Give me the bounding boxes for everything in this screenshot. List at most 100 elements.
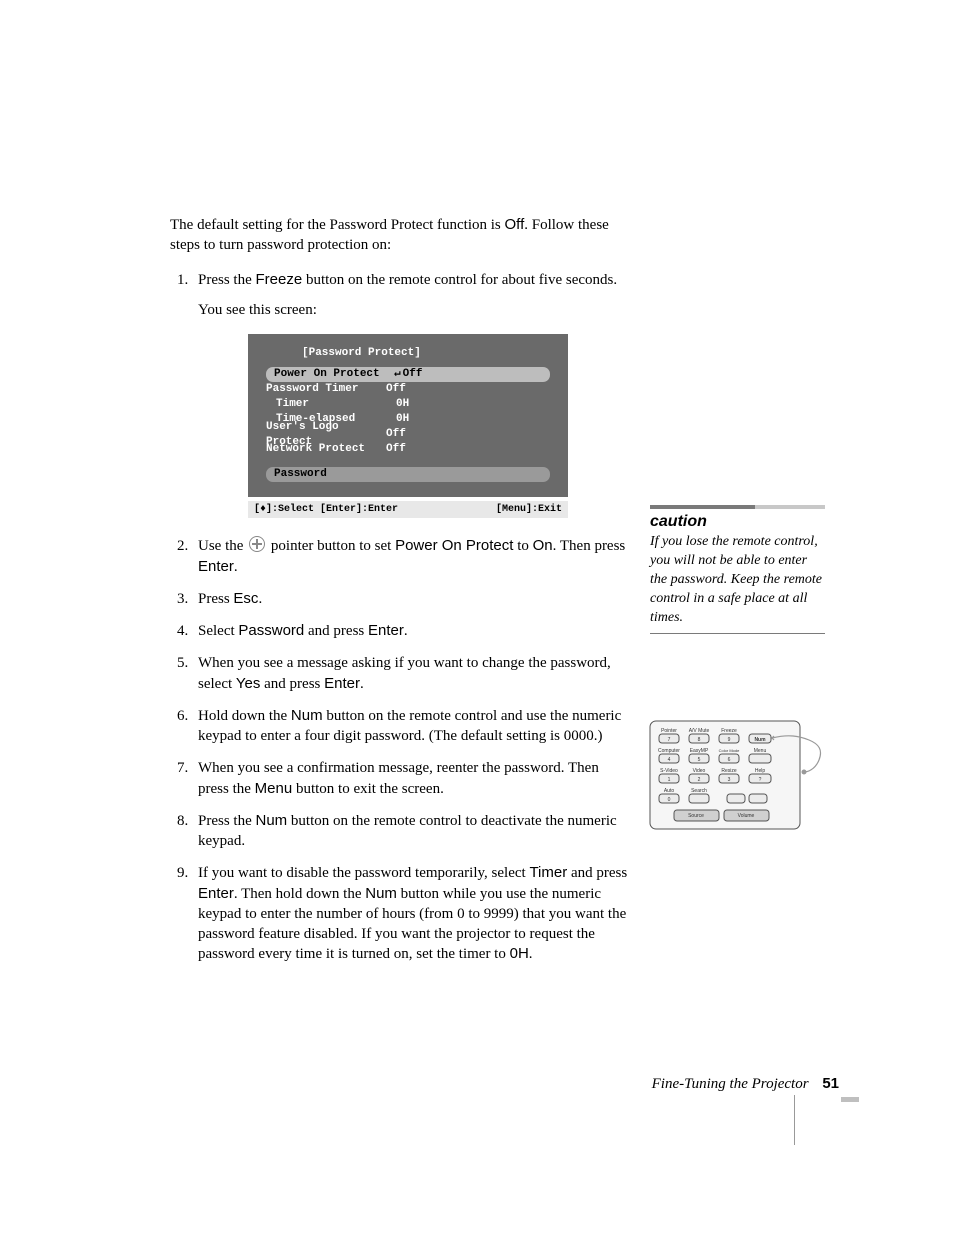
footer-title: Fine-Tuning the Projector [652, 1076, 809, 1092]
t: to [513, 538, 532, 554]
step-2: Use the pointer button to set Power On P… [192, 536, 630, 577]
return-icon: ↵ [394, 367, 401, 382]
t: On [533, 537, 553, 554]
lbl: Help [755, 768, 766, 774]
t: Num [256, 812, 288, 829]
t: Press [198, 591, 233, 607]
menu-value: Off [386, 427, 416, 442]
lbl: Video [693, 768, 706, 774]
lbl: A/V Mute [689, 728, 710, 734]
k: 4 [668, 757, 671, 763]
t: Yes [236, 675, 260, 692]
t: Esc [233, 590, 258, 607]
lbl: Color Mode [719, 748, 740, 753]
menu-row-power-on-protect: Power On Protect ↵ Off [266, 367, 550, 382]
footer-title-block: Fine-Tuning the Projector 51 [652, 1075, 839, 1093]
lbl: Freeze [721, 728, 737, 734]
menu-row-network-protect: Network Protect Off [266, 443, 550, 457]
lbl: Volume [738, 813, 755, 819]
k: 3 [728, 777, 731, 783]
menu-value: 0H [396, 412, 426, 427]
t: . [258, 591, 262, 607]
password-protect-menu: [Password Protect] Power On Protect ↵ Of… [248, 334, 568, 518]
menu-footer-left: [♦]:Select [Enter]:Enter [254, 503, 398, 517]
lbl: EasyMP [690, 748, 709, 754]
step-4: Select Password and press Enter. [192, 621, 630, 641]
menu-body: [Password Protect] Power On Protect ↵ Of… [248, 334, 568, 497]
menu-value: Off [403, 367, 433, 382]
menu-row-password-timer: Password Timer Off [266, 383, 550, 397]
t: and press [567, 865, 627, 881]
num-label: Num [754, 737, 766, 743]
caution-bottom-rule [650, 633, 825, 634]
lbl: Resize [721, 768, 737, 774]
t: . Then hold down the [234, 886, 365, 902]
t: Password [238, 622, 304, 639]
menu-value: 0H [396, 397, 426, 412]
step-6: Hold down the Num button on the remote c… [192, 706, 630, 747]
caution-box: caution If you lose the remote control, … [650, 505, 825, 634]
t: Enter [368, 622, 404, 639]
footer-accent-bar [841, 1097, 859, 1102]
menu-label: Password [274, 467, 394, 482]
lbl: Search [691, 788, 707, 794]
step1-freeze: Freeze [256, 271, 303, 288]
t: Num [291, 707, 323, 724]
t: . [529, 946, 533, 962]
k: 7 [668, 737, 671, 743]
t: and press [260, 676, 324, 692]
menu-row-timer: Timer 0H [266, 398, 550, 412]
t: . Then press [553, 538, 626, 554]
k: 5 [698, 757, 701, 763]
page-number: 51 [822, 1075, 839, 1092]
lbl: Auto [664, 788, 675, 794]
t: 0H [510, 945, 529, 962]
t: pointer button to set [267, 538, 395, 554]
t: Use the [198, 538, 247, 554]
caution-top-rule [650, 505, 825, 509]
step1-post: button on the remote control for about f… [302, 272, 617, 288]
k: 0 [668, 797, 671, 803]
menu-footer: [♦]:Select [Enter]:Enter [Menu]:Exit [248, 501, 568, 519]
menu-value: Off [386, 382, 416, 397]
t: . [360, 676, 364, 692]
k: 2 [698, 777, 701, 783]
lbl: S-Video [660, 768, 678, 774]
step-1: Press the Freeze button on the remote co… [192, 270, 630, 519]
caution-body: If you lose the remote control, you will… [650, 533, 825, 627]
t: Select [198, 623, 238, 639]
intro-text: The default setting for the Password Pro… [170, 217, 505, 233]
step-7: When you see a confirmation message, ree… [192, 758, 630, 799]
t: Num [365, 885, 397, 902]
t: Hold down the [198, 708, 291, 724]
t: Timer [529, 864, 567, 881]
k: ? [759, 777, 762, 783]
menu-label: Power On Protect [274, 367, 394, 382]
menu-title: [Password Protect] [266, 346, 550, 361]
caution-heading: caution [650, 513, 825, 531]
intro-paragraph: The default setting for the Password Pro… [170, 215, 630, 256]
intro-off: Off [505, 216, 525, 233]
t: . [404, 623, 408, 639]
step1-pre: Press the [198, 272, 256, 288]
k: 9 [728, 737, 731, 743]
menu-label: Timer [266, 397, 396, 412]
t: and press [304, 623, 368, 639]
t: Menu [255, 780, 293, 797]
step-8: Press the Num button on the remote contr… [192, 811, 630, 852]
lbl: Pointer [661, 728, 677, 734]
step-5: When you see a message asking if you wan… [192, 653, 630, 694]
t: If you want to disable the password temp… [198, 865, 529, 881]
lbl: Menu [754, 748, 767, 754]
main-column: The default setting for the Password Pro… [170, 200, 630, 977]
menu-spacer [266, 458, 550, 466]
remote-keypad-illustration: Pointer A/V Mute Freeze 7 8 9 Computer E… [649, 720, 834, 830]
t: Enter [324, 675, 360, 692]
step-9: If you want to disable the password temp… [192, 863, 630, 964]
k: 8 [698, 737, 701, 743]
pointer-icon [249, 536, 265, 552]
t: Press the [198, 813, 256, 829]
lbl: Source [688, 813, 704, 819]
step-3: Press Esc. [192, 589, 630, 609]
t: Power On Protect [395, 537, 513, 554]
